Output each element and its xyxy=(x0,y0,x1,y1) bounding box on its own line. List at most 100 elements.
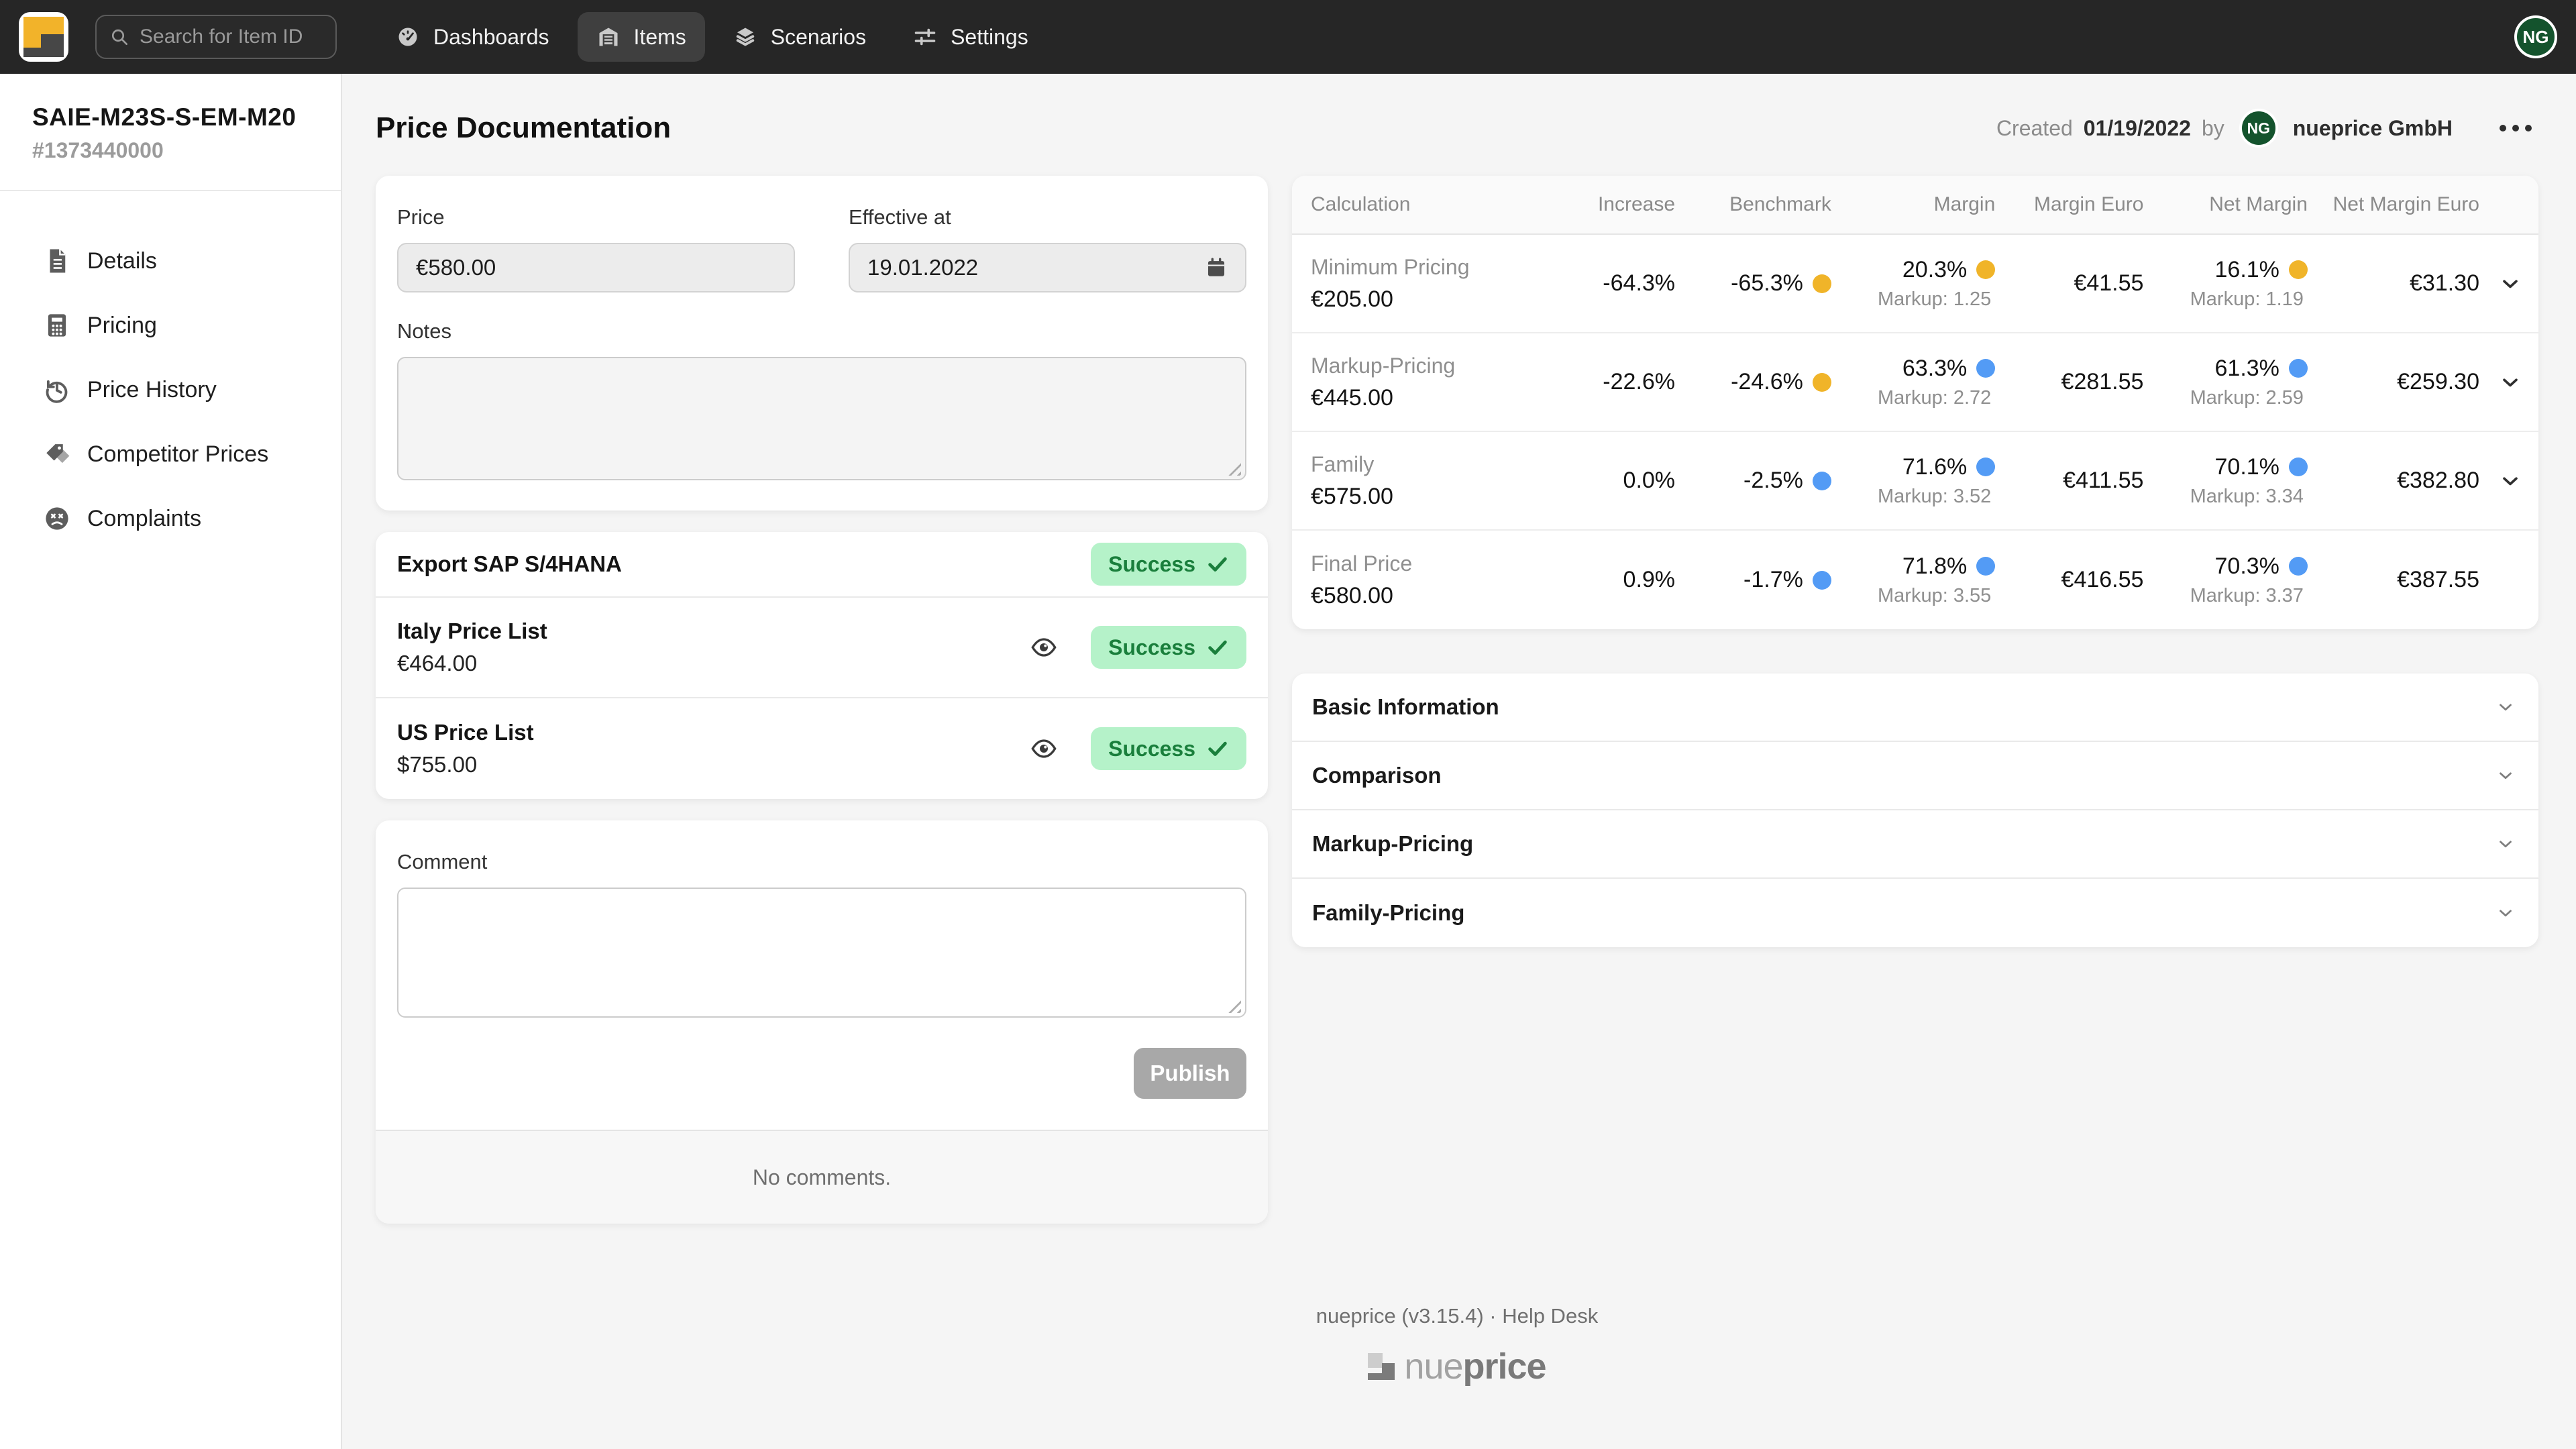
calc-margin-euro: €411.55 xyxy=(2063,468,2144,493)
accordion-basic-information[interactable]: Basic Information xyxy=(1292,674,2538,742)
accordion-family-pricing[interactable]: Family-Pricing xyxy=(1292,879,2538,947)
tags-icon xyxy=(42,440,72,468)
user-avatar[interactable]: NG xyxy=(2514,15,2557,58)
margin-status-dot xyxy=(1976,359,1996,378)
app-logo[interactable] xyxy=(19,12,68,62)
margin-status-dot xyxy=(1976,260,1996,279)
warehouse-icon xyxy=(596,25,621,49)
document-icon xyxy=(42,247,72,275)
price-form-card: Price Effective at 19.01.2022 xyxy=(376,176,1268,511)
export-title: US Price List xyxy=(397,720,534,745)
calc-net-margin-euro: €259.30 xyxy=(2397,369,2479,394)
comment-label: Comment xyxy=(397,850,488,873)
calendar-icon[interactable] xyxy=(1205,256,1228,279)
table-header-row: Calculation Increase Benchmark Margin Ma… xyxy=(1292,176,2538,235)
net-margin-markup: Markup: 3.37 xyxy=(2190,584,2304,606)
check-icon xyxy=(1208,557,1227,572)
calc-margin: 71.8% Markup: 3.55 xyxy=(1834,553,1998,607)
sidebar-item-price-history[interactable]: Price History xyxy=(0,358,341,422)
item-id: #1373440000 xyxy=(32,138,164,162)
calc-increase: 0.9% xyxy=(1623,567,1676,592)
column-header: Margin Euro xyxy=(2034,193,2144,215)
gauge-icon xyxy=(396,25,420,49)
preview-eye-icon[interactable] xyxy=(1026,630,1061,665)
sidebar-item-pricing[interactable]: Pricing xyxy=(0,293,341,358)
sidebar-item-details[interactable]: Details xyxy=(0,229,341,293)
search-input[interactable] xyxy=(140,25,323,48)
sidebar-item-complaints[interactable]: Complaints xyxy=(0,486,341,551)
status-badge: Success xyxy=(1091,543,1246,586)
price-input[interactable] xyxy=(416,255,776,280)
sidebar-item-label: Price History xyxy=(87,376,217,402)
calc-name: Markup-Pricing xyxy=(1311,353,1456,378)
margin-status-dot xyxy=(1976,557,1996,576)
chevron-down-icon xyxy=(2496,834,2516,854)
net-margin-status-dot xyxy=(2288,557,2308,576)
net-margin-markup: Markup: 2.59 xyxy=(2190,386,2304,409)
accordion-markup-pricing[interactable]: Markup-Pricing xyxy=(1292,810,2538,879)
nav-label: Settings xyxy=(951,24,1028,49)
margin-markup: Markup: 3.52 xyxy=(1878,485,1992,507)
calc-benchmark: -65.3% xyxy=(1678,270,1834,297)
table-row: Markup-Pricing €445.00 -22.6% -24.6% 63.… xyxy=(1292,333,2538,432)
net-margin-status-dot xyxy=(2288,359,2308,378)
calc-margin: 20.3% Markup: 1.25 xyxy=(1834,257,1998,311)
search-icon xyxy=(109,26,130,48)
accordion-label: Family-Pricing xyxy=(1312,900,1465,925)
export-price: €464.00 xyxy=(397,651,478,676)
calc-price: €575.00 xyxy=(1311,483,1393,509)
column-header: Net Margin Euro xyxy=(2332,193,2479,215)
margin-markup: Markup: 2.72 xyxy=(1878,386,1992,409)
export-row-sap: Export SAP S/4HANA Success xyxy=(376,532,1268,598)
version-helpdesk-link[interactable]: nueprice (v3.15.4) · Help Desk xyxy=(1316,1304,1599,1328)
status-badge: Success xyxy=(1091,626,1246,669)
creator-name: nueprice GmbH xyxy=(2292,115,2453,140)
row-expand-chevron-icon[interactable] xyxy=(2493,365,2528,400)
comment-textarea[interactable] xyxy=(397,888,1246,1018)
sidebar-item-competitor-prices[interactable]: Competitor Prices xyxy=(0,422,341,486)
calc-benchmark: -2.5% xyxy=(1678,468,1834,494)
item-sidebar: SAIE-M23S-S-EM-M20 #1373440000 Details xyxy=(0,74,342,1449)
exports-card: Export SAP S/4HANA Success Italy Price L… xyxy=(376,532,1268,799)
more-options-button[interactable] xyxy=(2493,118,2538,138)
primary-nav: Dashboards Items xyxy=(377,12,1047,62)
check-icon xyxy=(1208,640,1227,655)
calc-net-margin: 70.3% Markup: 3.37 xyxy=(2146,553,2310,607)
chevron-down-icon xyxy=(2496,903,2516,923)
no-comments-text: No comments. xyxy=(376,1130,1268,1224)
chevron-down-icon xyxy=(2496,697,2516,717)
detail-accordions: Basic Information Comparison Markup-Pric… xyxy=(1292,674,2538,947)
calc-net-margin: 61.3% Markup: 2.59 xyxy=(2146,356,2310,409)
margin-markup: Markup: 1.25 xyxy=(1878,288,1992,310)
benchmark-status-dot xyxy=(1812,471,1831,490)
item-search[interactable] xyxy=(95,15,337,59)
nav-item-scenarios[interactable]: Scenarios xyxy=(714,12,885,62)
nav-item-dashboards[interactable]: Dashboards xyxy=(377,12,568,62)
creator-avatar[interactable]: NG xyxy=(2239,109,2278,148)
created-date: 01/19/2022 xyxy=(2083,115,2191,140)
margin-markup: Markup: 3.55 xyxy=(1878,584,1992,606)
publish-button[interactable]: Publish xyxy=(1134,1048,1246,1099)
price-field xyxy=(397,243,795,292)
sliders-icon xyxy=(913,25,937,49)
row-expand-chevron-icon[interactable] xyxy=(2493,464,2528,498)
calc-net-margin-euro: €382.80 xyxy=(2397,468,2479,493)
calc-benchmark: -1.7% xyxy=(1678,567,1834,593)
layers-icon xyxy=(733,25,757,49)
nav-item-items[interactable]: Items xyxy=(577,12,705,62)
comment-card: Comment Publish No comments. xyxy=(376,820,1268,1224)
accordion-label: Basic Information xyxy=(1312,694,1499,719)
column-header: Net Margin xyxy=(2209,193,2308,215)
page-title: Price Documentation xyxy=(376,111,672,144)
notes-textarea[interactable] xyxy=(397,357,1246,480)
net-margin-status-dot xyxy=(2288,260,2308,279)
accordion-comparison[interactable]: Comparison xyxy=(1292,742,2538,810)
calc-increase: 0.0% xyxy=(1623,468,1676,493)
preview-eye-icon[interactable] xyxy=(1026,731,1061,766)
table-row: Family €575.00 0.0% -2.5% 71.6% Markup: … xyxy=(1292,432,2538,531)
row-expand-chevron-icon[interactable] xyxy=(2493,266,2528,301)
effective-at-field[interactable]: 19.01.2022 xyxy=(849,243,1246,292)
nav-item-settings[interactable]: Settings xyxy=(894,12,1047,62)
export-row-italy: Italy Price List €464.00 S xyxy=(376,598,1268,698)
calc-margin-euro: €41.55 xyxy=(2074,270,2144,296)
